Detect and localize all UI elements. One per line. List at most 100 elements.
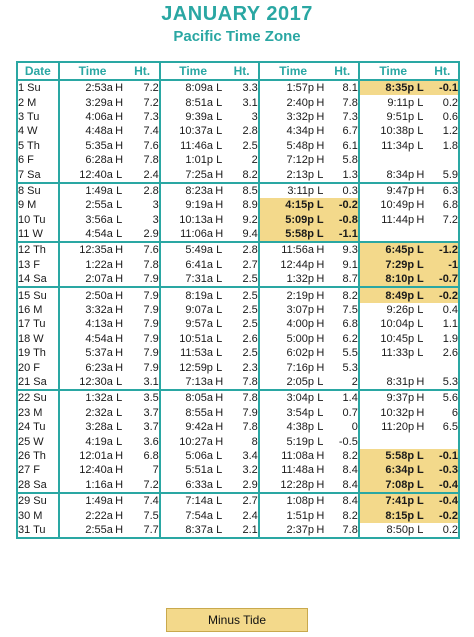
date-cell: 15 Su [17, 287, 60, 303]
tide-height-cell: 6.8 [442, 199, 458, 212]
tide-height-cell: -0.3 [426, 463, 459, 478]
tide-type-cell: H [316, 449, 325, 462]
tide-time-cell: 3:54p [286, 406, 315, 419]
tide-time-cell: 3:28a [85, 421, 113, 434]
tide-time-cell [359, 360, 414, 374]
tide-type-cell: H [316, 361, 325, 374]
tide-time-cell: 8:09a [185, 82, 213, 95]
table-row: 7 Sa 12:40a L 2.4 7:25a H 8.2 2:13p L 1.3 8:34p H 5.… [17, 167, 459, 184]
tide-type-cell: H [115, 96, 124, 109]
tide-time-cell: 10:51a [179, 332, 213, 345]
tide-time-cell: 4:00p [286, 318, 315, 331]
tide-time-cell: 5:49a [185, 244, 213, 257]
tide-time-cell: 1:49a [85, 184, 113, 197]
date-cell: 3 Tu [17, 109, 60, 125]
tide-type-cell: L [317, 392, 324, 405]
tide-height-cell: -0.2 [326, 198, 360, 213]
tide-height-cell: 9.4 [225, 226, 260, 244]
tide-type-cell: L [414, 242, 427, 258]
tide-time-cell: 3:32p [286, 110, 315, 123]
tide-type-cell: H [416, 213, 425, 226]
tide-height-cell: 7 [125, 463, 161, 478]
tide-height-cell: 2.8 [225, 124, 260, 139]
tide-time-cell: 8:50p [386, 523, 415, 536]
tide-type-cell: H [316, 304, 325, 317]
tide-height-cell: 3.6 [125, 434, 161, 449]
table-row: 22 Su 1:32a L 3.5 8:05a H 7.8 3:04p L 1.4 9:37p H 5.… [17, 390, 459, 406]
tide-type-cell: L [216, 304, 223, 317]
date-cell: 26 Th [17, 448, 60, 464]
table-row: 23 M 2:32a L 3.7 8:55a H 7.9 3:54p L 0.7 10:32p H 6 [17, 405, 459, 420]
tide-type-cell: H [316, 96, 325, 109]
tide-height-cell: 3.7 [125, 405, 161, 420]
tide-time-cell: 10:04p [380, 318, 415, 331]
tide-height-cell: 2.5 [225, 287, 260, 303]
tide-time-cell: 9:07a [185, 304, 213, 317]
tide-height-cell: 9.2 [225, 212, 260, 227]
tide-time-cell: 1:51p [286, 509, 315, 522]
header-height-4: Ht. [426, 62, 459, 81]
tide-height-cell: 2.4 [225, 508, 260, 523]
tide-type-cell: L [112, 226, 126, 244]
tide-time-cell: 12:59p [179, 361, 213, 374]
tide-height-cell: -0.2 [426, 287, 459, 303]
tide-height-cell: 5.3 [326, 360, 360, 375]
tide-time-cell: 9:57a [185, 318, 213, 331]
tide-time-cell: 6:02p [286, 347, 315, 360]
tide-time-cell: 9:26p [386, 304, 415, 317]
tide-height-cell: 6.7 [326, 124, 360, 139]
tide-type-cell: L [317, 435, 324, 448]
tide-type-cell: H [115, 289, 124, 302]
tide-height-cell: 7.9 [125, 272, 161, 289]
tide-type-cell: L [116, 406, 123, 419]
date-cell: 9 M [17, 198, 60, 213]
tide-time-cell: 6:33a [159, 477, 213, 494]
tide-type-cell: L [417, 332, 424, 345]
table-row: 17 Tu 4:13a H 7.9 9:57a L 2.5 4:00p H 6.8 10:04p L 1… [17, 317, 459, 332]
tide-type-cell: H [316, 110, 325, 123]
tide-height-cell: -0.2 [426, 508, 459, 523]
tide-height-cell: 2 [225, 152, 260, 168]
tide-type-cell: H [115, 304, 124, 317]
tide-type-cell: L [417, 110, 424, 123]
tide-height-cell: 2.9 [125, 226, 161, 244]
tide-time-cell: 6:23a [85, 361, 113, 374]
table-row: 4 W 4:48a H 7.4 10:37a L 2.8 4:34p H 6.7 10:38p L 1.… [17, 124, 459, 139]
tide-type-cell: L [414, 508, 427, 523]
tide-type-cell: L [216, 96, 223, 109]
tide-type-cell: L [314, 212, 327, 227]
tide-type-cell: H [416, 199, 425, 212]
tide-height-cell: 7.5 [125, 508, 161, 523]
tide-time-cell: 8:37a [185, 523, 213, 536]
tide-height-cell: 8.1 [326, 80, 360, 96]
tide-height-cell: 8 [225, 434, 260, 449]
tide-time-cell: 1:08p [286, 495, 315, 508]
tide-time-cell: 1:32a [85, 392, 113, 405]
table-row: 21 Sa 12:30a L 3.1 7:13a H 7.8 2:05p L 2 8:31p H 5.3 [17, 374, 459, 392]
tide-type-cell: L [116, 421, 123, 434]
tide-height-cell: 1.3 [326, 167, 360, 184]
table-row: 27 F 12:40a H 7 5:51a L 3.2 11:48a H 8.4 6:34p L -0.… [17, 463, 459, 478]
tide-time-cell: 5:19p [286, 435, 315, 448]
date-cell: 13 F [17, 257, 60, 273]
tide-time-cell: 12:01a [79, 449, 113, 462]
tide-type-cell: L [216, 82, 223, 95]
tide-time-cell: 5:09p [258, 212, 315, 227]
tide-height-cell: 7.9 [125, 331, 161, 347]
tide-height-cell: 0 [326, 419, 360, 435]
tide-time-cell: 6:45p [358, 242, 415, 258]
tide-type-cell: L [116, 392, 123, 405]
tide-type-cell: L [216, 154, 223, 167]
tide-height-cell: 7.8 [225, 390, 260, 406]
tide-time-cell: 2:32a [85, 406, 113, 419]
page-subtitle: Pacific Time Zone [173, 28, 301, 45]
tide-height-cell: 7.2 [125, 477, 161, 494]
tide-type-cell: H [115, 464, 124, 477]
tide-time-cell: 10:49p [380, 199, 415, 212]
tide-type-cell: L [212, 477, 226, 494]
tide-time-cell: 8:35p [358, 80, 415, 96]
header-time-1: Time [58, 62, 126, 81]
tide-time-cell: 2:50a [85, 289, 113, 302]
tide-time-cell: 11:06a [159, 226, 213, 244]
tide-height-cell: 1.1 [442, 318, 458, 331]
